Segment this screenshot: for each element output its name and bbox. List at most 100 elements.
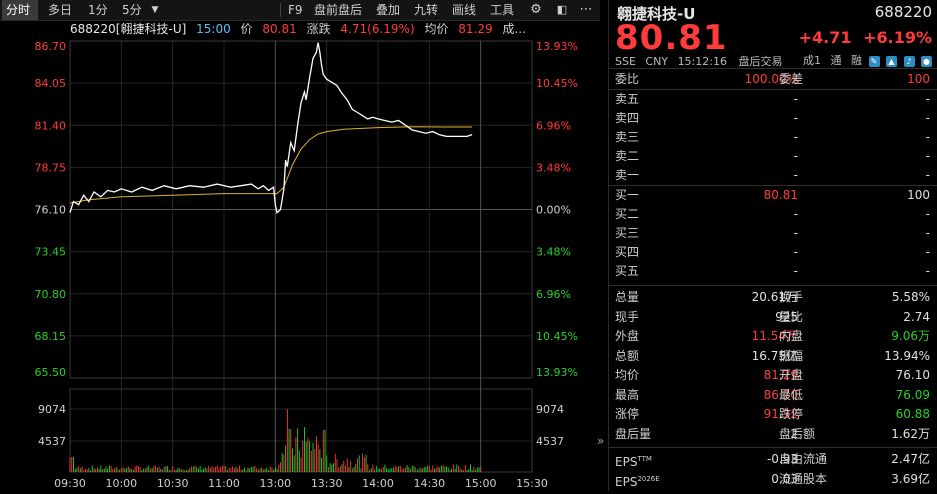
stat-label-2: 量比 (779, 309, 804, 324)
bid-row[interactable]: 买二 - - (609, 205, 937, 224)
price-tick-label: 84.05 (35, 77, 67, 90)
volume-bar (262, 469, 264, 472)
volume-bar (351, 468, 353, 472)
stat-label: 盘后量 (615, 426, 652, 441)
ask-row[interactable]: 卖三 - - (609, 128, 937, 147)
pct-tick-label: 13.93% (536, 366, 578, 379)
stat-value-2: 60.88 (895, 407, 930, 421)
overlay-button[interactable]: 叠加 (376, 3, 401, 17)
volume-bar (386, 468, 388, 472)
bid-row[interactable]: 买三 - - (609, 224, 937, 243)
flag-rong: 融 (851, 54, 862, 67)
volume-bar (432, 465, 434, 472)
volume-bar (247, 467, 249, 472)
volume-bar (120, 468, 122, 472)
f9-button[interactable]: F9 (288, 3, 303, 17)
ask-row[interactable]: 卖五 - - (609, 90, 937, 109)
volume-bar (85, 469, 86, 472)
settings-gear-icon[interactable]: ⚙ (530, 2, 542, 17)
draw-line-button[interactable]: 画线 (452, 3, 477, 17)
volume-bar (314, 449, 316, 472)
edit-icon[interactable]: ✎ (868, 56, 880, 67)
tools-button[interactable]: 工具 (490, 3, 515, 17)
volume-bar (478, 467, 480, 472)
divider (609, 89, 937, 90)
volume-bar (225, 466, 227, 472)
volume-bar (196, 467, 198, 472)
intraday-chart[interactable]: 86.70 13.93% 84.05 10.45% 81.40 6.96% 78.75 3.4… (0, 21, 600, 491)
volume-bar (374, 469, 376, 472)
volume-bar (155, 466, 157, 472)
pre-post-market-button[interactable]: 盘前盘后 (314, 3, 363, 17)
volume-bar (464, 465, 466, 472)
volume-bar (185, 469, 187, 472)
volume-bar (250, 467, 252, 472)
chart-toolbar: 分时 多日 1分 5分 ▼ F9 盘前盘后 叠加 九转 画线 工具 ⚙ ◧ ⋯ (0, 0, 600, 21)
volume-bar (298, 450, 300, 472)
volume-bar (261, 467, 263, 472)
bell-icon[interactable]: ♪ (903, 56, 915, 67)
bid-row[interactable]: 买五 - - (609, 262, 937, 281)
more-options-icon[interactable]: ⋯ (579, 2, 593, 17)
volume-bar (173, 469, 175, 472)
bid-row[interactable]: 买一 80.81 100 (609, 186, 937, 205)
pct-tick-label: 6.96% (536, 288, 571, 301)
eps-value: 0.03 (771, 471, 798, 486)
bid-row[interactable]: 买四 - - (609, 243, 937, 262)
ask-row[interactable]: 卖一 - - (609, 166, 937, 185)
volume-bar (240, 469, 242, 472)
stat-value-2: 5.58% (891, 290, 930, 304)
volume-bar (100, 465, 102, 472)
volume-bar (365, 454, 367, 472)
volume-bar (411, 466, 413, 472)
user-icon[interactable]: ● (921, 56, 932, 67)
bid-volume: - (925, 207, 930, 221)
volume-bar (107, 468, 109, 472)
ask-row[interactable]: 卖二 - - (609, 147, 937, 166)
pct-tick-label: 6.96% (536, 119, 571, 132)
toggle-panel-icon[interactable]: ◧ (556, 3, 568, 16)
alert-icon[interactable]: ▲ (886, 56, 897, 67)
eps-label-2: 自由流通 (779, 452, 828, 466)
volume-bar (459, 467, 461, 472)
quote-meta: SSE CNY 15:12:16 盘后交易 (615, 53, 782, 69)
stat-row: 现手 925 量比 2.74 (609, 308, 937, 327)
period-dropdown-icon[interactable]: ▼ (151, 5, 159, 15)
tab-1min[interactable]: 1分 (88, 3, 108, 17)
volume-bar (264, 469, 266, 472)
volume-bar (162, 469, 163, 472)
volume-bar (220, 466, 222, 472)
stat-value: 11.54万 (751, 329, 798, 343)
volume-bar (191, 466, 192, 472)
volume-bar (203, 468, 204, 472)
vol-tick-label: 4537 (536, 435, 564, 448)
pct-tick-label: 3.48% (536, 161, 571, 174)
ask-row[interactable]: 卖四 - - (609, 109, 937, 128)
volume-bar (112, 469, 114, 472)
volume-bar (215, 466, 216, 472)
volume-bar (221, 465, 223, 472)
volume-bar (408, 467, 410, 472)
volume-bar (216, 465, 218, 472)
ask-volume: - (925, 149, 930, 163)
nine-turn-button[interactable]: 九转 (414, 3, 439, 17)
divider (609, 185, 937, 186)
volume-bar (175, 469, 177, 472)
bid-price: - (793, 226, 798, 240)
volume-bar (127, 466, 129, 472)
volume-bar (339, 466, 341, 472)
quote-panel: 翱捷科技-U 688220 80.81 +4.71 +6.19% SSE CNY… (608, 0, 937, 491)
volume-bar (119, 469, 121, 472)
volume-bar (283, 454, 285, 472)
ask-price: - (793, 111, 798, 125)
tab-intraday[interactable]: 分时 (2, 0, 38, 20)
volume-bar (406, 465, 408, 472)
ask-volume: - (925, 92, 930, 106)
tab-5min[interactable]: 5分 (122, 3, 142, 17)
volume-bar (273, 469, 275, 472)
collapse-panel-icon[interactable]: » (597, 434, 605, 448)
volume-bar (199, 465, 201, 472)
tab-multi-day[interactable]: 多日 (48, 3, 73, 17)
intraday-chart-svg[interactable]: 86.70 13.93% 84.05 10.45% 81.40 6.96% 78.75 3.4… (0, 21, 600, 491)
volume-bar (319, 449, 321, 472)
